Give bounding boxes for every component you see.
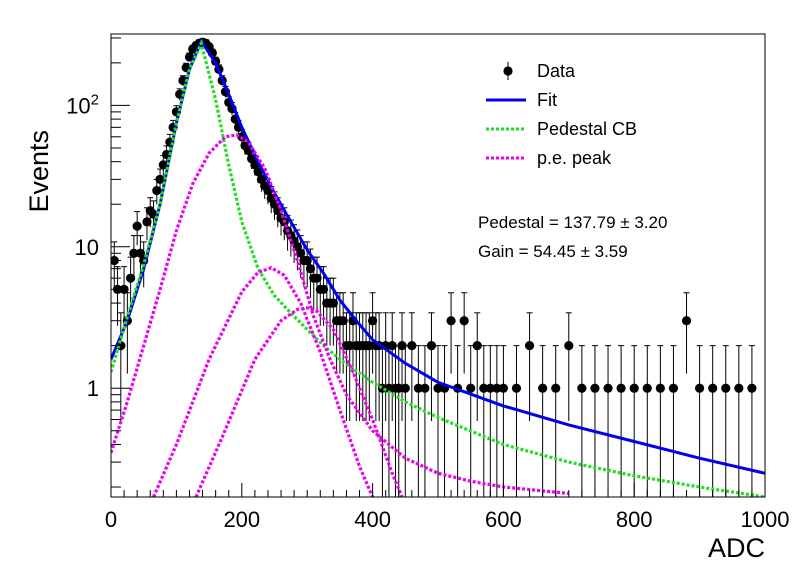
- data-point: [577, 345, 587, 497]
- plot-content: [111, 37, 765, 497]
- legend-label: Fit: [537, 90, 557, 110]
- data-point: [498, 345, 508, 497]
- gain-annotation: Gain = 54.45 ± 3.59: [478, 242, 628, 261]
- data-point: [129, 235, 139, 279]
- legend-entry: Data: [503, 61, 576, 81]
- y-axis: 1 10 102: [66, 37, 130, 488]
- legend-label: Data: [537, 61, 576, 81]
- data-point: [642, 345, 652, 497]
- data-point: [426, 312, 437, 422]
- data-point: [721, 345, 731, 497]
- data-point: [368, 292, 378, 374]
- x-tick-label: 400: [354, 507, 391, 532]
- data-point: [459, 292, 469, 374]
- data-point: [655, 345, 665, 497]
- data-point: [420, 345, 430, 497]
- curve-p-e-peak-2: [152, 266, 376, 497]
- data-point: [734, 345, 744, 497]
- data-point: [616, 345, 626, 497]
- legend-entry: Fit: [486, 90, 557, 110]
- curve-pedestal-cb: [111, 38, 765, 497]
- data-point: [681, 292, 692, 374]
- x-tick-label: 1000: [741, 507, 790, 532]
- x-axis-label: ADC: [708, 533, 765, 563]
- data-point: [492, 345, 502, 497]
- data-point: [446, 292, 456, 374]
- curve-p-e-peak-3: [194, 306, 404, 497]
- data-point: [485, 345, 495, 497]
- data-point: [387, 312, 397, 422]
- data-point: [364, 312, 374, 422]
- data-point: [511, 345, 522, 497]
- data-point: [524, 312, 535, 422]
- x-axis: 0 200 400 600 800 1000: [105, 483, 790, 532]
- x-tick-label: 200: [223, 507, 260, 532]
- legend: Data Fit Pedestal CB p.e. peak: [486, 61, 637, 168]
- legend-label: Pedestal CB: [537, 119, 637, 139]
- data-point: [479, 345, 489, 497]
- y-axis-label: Events: [24, 130, 54, 213]
- data-point: [708, 345, 718, 497]
- y-tick-label: 102: [66, 91, 99, 118]
- y-tick-label: 1: [87, 376, 99, 401]
- data-point: [433, 345, 443, 497]
- x-tick-label: 0: [105, 507, 117, 532]
- data-point: [590, 345, 600, 497]
- data-point: [538, 345, 548, 497]
- data-point: [695, 345, 705, 497]
- data-point: [318, 266, 329, 326]
- x-tick-label: 800: [616, 507, 653, 532]
- plot-area: [111, 37, 765, 497]
- legend-entry: p.e. peak: [486, 148, 612, 168]
- data-point: [564, 312, 574, 422]
- legend-marker: [503, 66, 513, 76]
- data-point: [397, 312, 407, 422]
- legend-entry: Pedestal CB: [486, 119, 637, 139]
- curve-p-e-peak-1: [111, 133, 569, 496]
- data-point: [400, 345, 410, 497]
- data-point: [472, 312, 482, 422]
- pedestal-annotation: Pedestal = 137.79 ± 3.20: [478, 213, 667, 232]
- legend-label: p.e. peak: [537, 148, 612, 168]
- data-point: [119, 266, 129, 326]
- x-tick-label: 600: [485, 507, 522, 532]
- data-point: [629, 345, 639, 497]
- data-point: [668, 345, 679, 497]
- fit-annotations: Pedestal = 137.79 ± 3.20 Gain = 54.45 ± …: [478, 213, 667, 261]
- y-tick-label: 10: [75, 235, 99, 260]
- data-point: [132, 211, 142, 246]
